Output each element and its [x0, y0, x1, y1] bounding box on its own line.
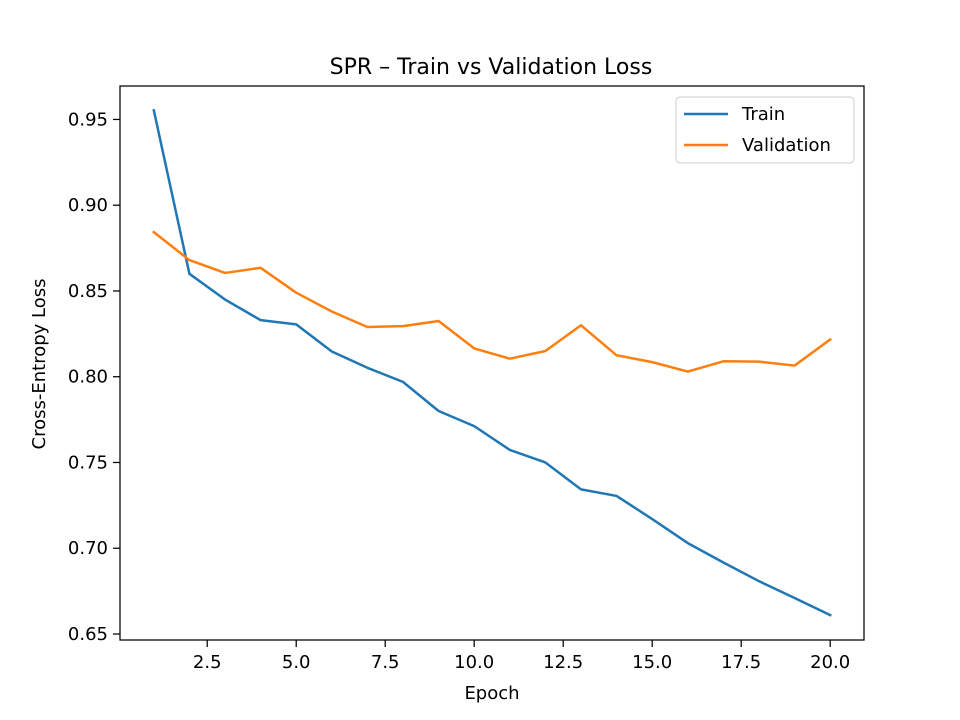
y-tick-label: 0.95	[68, 109, 108, 130]
x-tick-label: 2.5	[193, 652, 222, 673]
y-axis-label: Cross-Entropy Loss	[29, 279, 50, 450]
y-tick-label: 0.65	[68, 624, 108, 645]
legend-label-validation: Validation	[742, 135, 831, 156]
series-line-validation	[152, 230, 832, 373]
x-axis-label: Epoch	[464, 683, 519, 704]
x-tick-label: 10.0	[454, 652, 494, 673]
chart-title: SPR – Train vs Validation Loss	[330, 55, 653, 80]
x-tick-label: 17.5	[721, 652, 761, 673]
y-tick-label: 0.70	[68, 538, 108, 559]
x-axis-ticks: 2.5 5.0 7.5 10.0 12.5 15.0 17.5 20.0	[193, 640, 850, 673]
y-tick-label: 0.75	[68, 452, 108, 473]
y-tick-label: 0.85	[68, 281, 108, 302]
series-line-train	[152, 108, 832, 617]
x-tick-label: 12.5	[543, 652, 583, 673]
y-tick-label: 0.90	[68, 195, 108, 216]
legend-label-train: Train	[741, 104, 785, 125]
x-tick-label: 5.0	[282, 652, 311, 673]
x-tick-label: 20.0	[810, 652, 850, 673]
legend: Train Validation	[675, 96, 855, 164]
y-tick-label: 0.80	[68, 367, 108, 388]
x-tick-label: 7.5	[371, 652, 400, 673]
y-axis-ticks: 0.65 0.70 0.75 0.80 0.85 0.90 0.95	[68, 109, 120, 645]
x-tick-label: 15.0	[632, 652, 672, 673]
series-layer	[152, 108, 832, 617]
plot-frame	[119, 85, 865, 641]
